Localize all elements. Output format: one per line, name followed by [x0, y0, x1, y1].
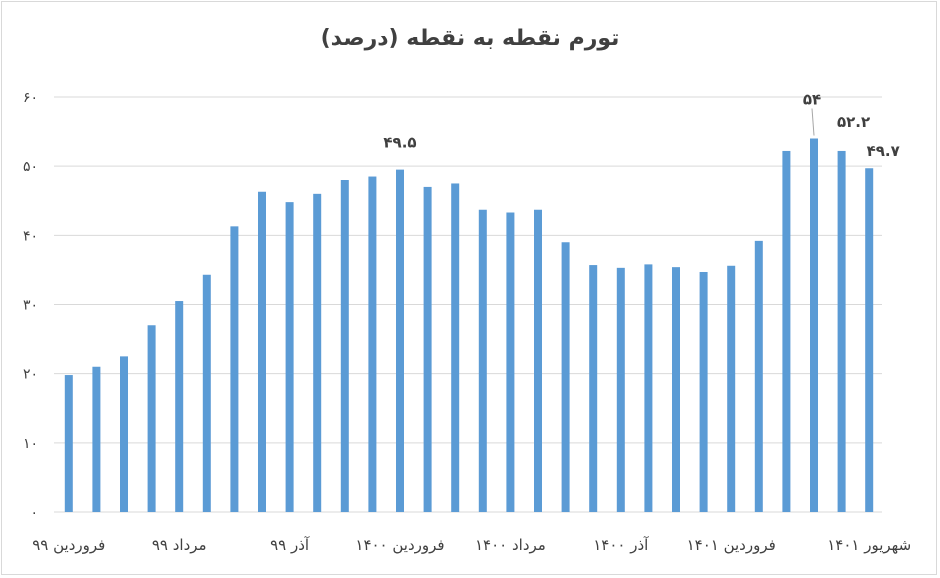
x-tick-label: فروردین ۹۹ [32, 536, 105, 554]
bar [782, 150, 791, 512]
bar [754, 240, 763, 512]
y-tick-label: ۶۰ [23, 90, 38, 106]
bar [285, 202, 294, 512]
y-tick-label: ۲۰ [23, 367, 38, 383]
bar [506, 212, 515, 512]
y-tick-label: ۰ [30, 505, 38, 521]
bar [64, 375, 73, 512]
bar [589, 265, 598, 512]
x-tick-label: مرداد ۱۴۰۰ [475, 536, 546, 554]
data-label: ۴۹.۷ [867, 142, 900, 160]
bar [202, 274, 211, 512]
x-tick-label: مرداد ۹۹ [152, 536, 207, 554]
bar [175, 301, 184, 512]
bar [368, 176, 377, 512]
y-tick-label: ۵۰ [23, 159, 38, 175]
bar [258, 191, 266, 512]
bar [230, 226, 239, 512]
bar [534, 209, 542, 512]
bar [727, 265, 736, 512]
bar [616, 267, 625, 512]
data-label-leader [811, 108, 815, 136]
x-tick-label: شهریور ۱۴۰۱ [827, 536, 911, 554]
bar [561, 242, 570, 512]
y-tick-label: ۱۰ [23, 436, 38, 452]
bar [147, 325, 156, 512]
bar [865, 168, 874, 512]
data-label: ۵۴ [803, 91, 821, 109]
chart-title: تورم نقطه به نقطه (درصد) [320, 26, 620, 51]
bar [837, 150, 846, 512]
bar [120, 356, 128, 512]
bar [644, 264, 653, 512]
bar [699, 271, 708, 512]
bar [810, 138, 818, 512]
data-label: ۵۲.۲ [837, 113, 870, 131]
bar [478, 209, 487, 512]
x-tick-label: فروردین ۱۴۰۰ [355, 536, 444, 554]
bar [423, 186, 432, 512]
x-tick-label: فروردین ۱۴۰۱ [687, 536, 776, 554]
bar [451, 183, 460, 513]
x-tick-label: آذر ۹۹ [270, 536, 310, 554]
bar [313, 193, 322, 513]
bar [92, 366, 101, 512]
bar [340, 180, 349, 512]
y-tick-label: ۳۰ [23, 298, 38, 314]
x-tick-label: آذر ۱۴۰۰ [593, 536, 649, 554]
data-label: ۴۹.۵ [383, 134, 416, 152]
bar [396, 169, 404, 512]
bar [672, 267, 680, 512]
y-tick-label: ۴۰ [23, 228, 38, 244]
